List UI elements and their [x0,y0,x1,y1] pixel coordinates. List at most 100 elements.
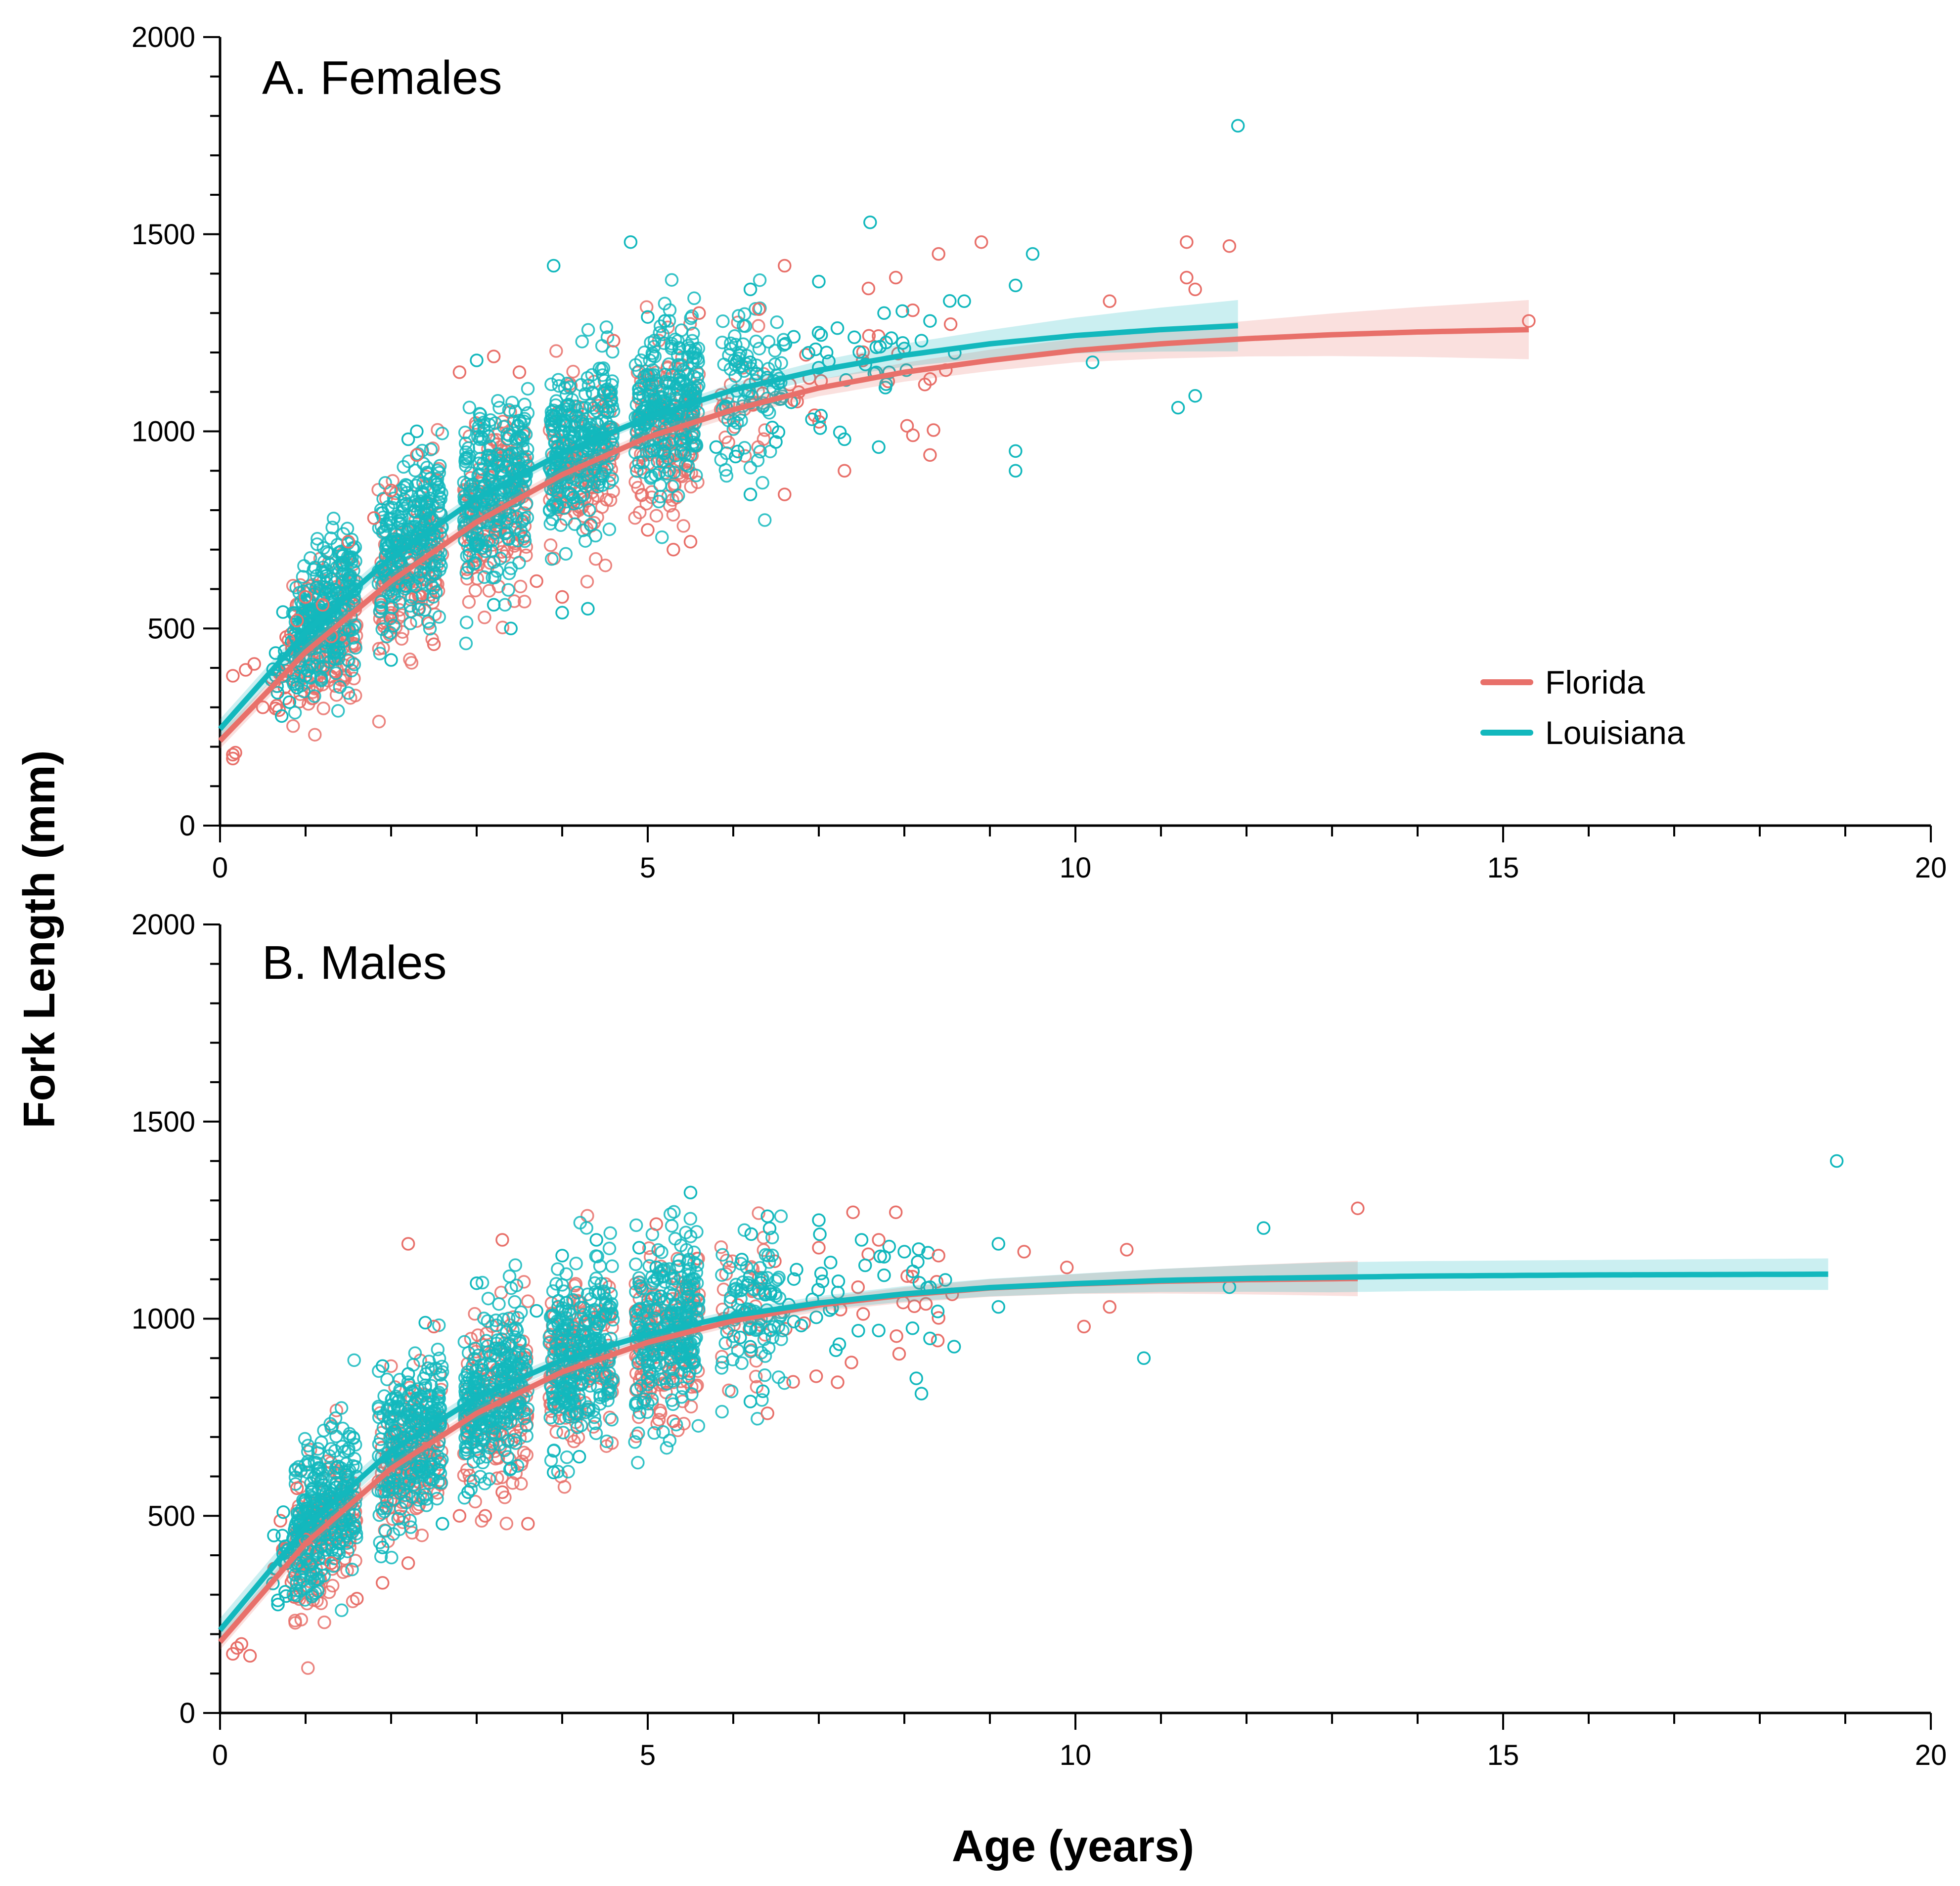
scatter-point [477,1312,491,1325]
scatter-point [957,294,971,308]
scatter-point [845,1356,858,1369]
scatter-point [432,610,446,624]
scatter-point [452,1509,467,1523]
scatter-point [639,300,654,314]
scatter-point [872,1233,886,1247]
scatter-point [897,1245,911,1259]
scatter-point [341,686,356,700]
scatter-point [508,1258,523,1272]
scatter-point [683,317,697,331]
scatter-point [639,497,653,511]
x-tick-label: 10 [1060,1739,1092,1771]
scatter-point [560,1450,574,1464]
scatter-point [326,511,341,526]
scatter-point [629,1257,643,1272]
scatter-point [324,531,338,545]
scatter-point [918,378,932,392]
scatter-point [943,294,957,308]
scatter-point [329,666,343,680]
scatter-point [347,1353,361,1367]
scatter-point [316,659,330,673]
scatter-point [464,1482,478,1496]
scatter-point [947,1340,961,1354]
scatter-point [566,364,580,379]
scatter-point [404,656,419,670]
scatter-point [641,523,655,537]
scatter-point [629,1218,643,1232]
scatter-point [470,353,484,367]
scatter-point [459,636,473,651]
scatter-point [311,531,324,546]
scatter-point [305,692,319,705]
scatter-point [517,1275,531,1289]
y-tick-label: 1500 [132,219,195,251]
scatter-point [401,1556,415,1570]
scatter-point [335,1603,349,1618]
scatter-point [487,598,501,612]
scatter-point [649,509,664,523]
scatter-point [1103,1300,1116,1314]
scatter-point [499,1517,514,1531]
scatter-point [1180,235,1194,249]
scatter-point [519,548,533,563]
scatter-point [753,273,767,287]
scatter-point [743,487,757,501]
scatter-point [684,1400,698,1414]
scatter-point [923,1331,937,1346]
x-tick-label: 10 [1060,852,1092,884]
y-tick-label: 500 [147,1500,195,1532]
scatter-point [549,344,563,358]
scatter-point [889,270,903,285]
scatter-point [502,1269,517,1283]
scatter-point [602,1241,617,1256]
x-tick-label: 15 [1487,1739,1519,1771]
panel-title: B. Males [262,936,446,989]
scatter-point [749,334,763,349]
scatter-point [386,474,400,488]
scatter-point [555,606,569,620]
scatter-point [932,247,945,261]
scatter-point [521,382,535,396]
scatter-point [932,1249,945,1263]
scatter-point [649,1217,664,1231]
scatter-point [906,303,920,317]
scatter-point [633,505,647,520]
scatter-point [778,259,792,273]
scatter-point [923,314,937,328]
scatter-point [377,616,391,630]
scatter-point [513,579,528,594]
x-tick-label: 20 [1915,852,1947,884]
scatter-point [1188,389,1202,403]
scatter-point [1009,444,1023,458]
scatter-point [569,1256,583,1271]
x-tick-label: 5 [640,1739,656,1771]
scatter-point [378,476,392,490]
scatter-point [757,513,772,527]
scatter-point [314,672,328,686]
panel-title: A. Females [262,51,502,104]
scatter-point [909,1371,923,1385]
scatter-point [605,1259,619,1273]
scatter-point [468,583,483,598]
scatter-point [1351,1201,1365,1215]
scatter-point [226,669,240,683]
y-tick-label: 1000 [132,1303,195,1335]
scatter-point [508,1295,522,1309]
scatter-point [1017,1245,1031,1259]
scatter-point [297,559,311,573]
scatter-point [452,365,467,379]
scatter-point [350,1591,364,1606]
scatter-point [299,613,312,627]
scatter-point [317,1615,331,1629]
scatter-point [809,1369,823,1383]
scatter-point [521,1517,535,1531]
x-tick-label: 0 [212,1739,228,1771]
scatter-point [329,586,343,600]
scatter-point [495,620,510,635]
x-tick-label: 15 [1487,852,1519,884]
scatter-point [683,1212,698,1226]
scatter-point [521,1294,535,1308]
scatter-point [1120,1243,1134,1257]
